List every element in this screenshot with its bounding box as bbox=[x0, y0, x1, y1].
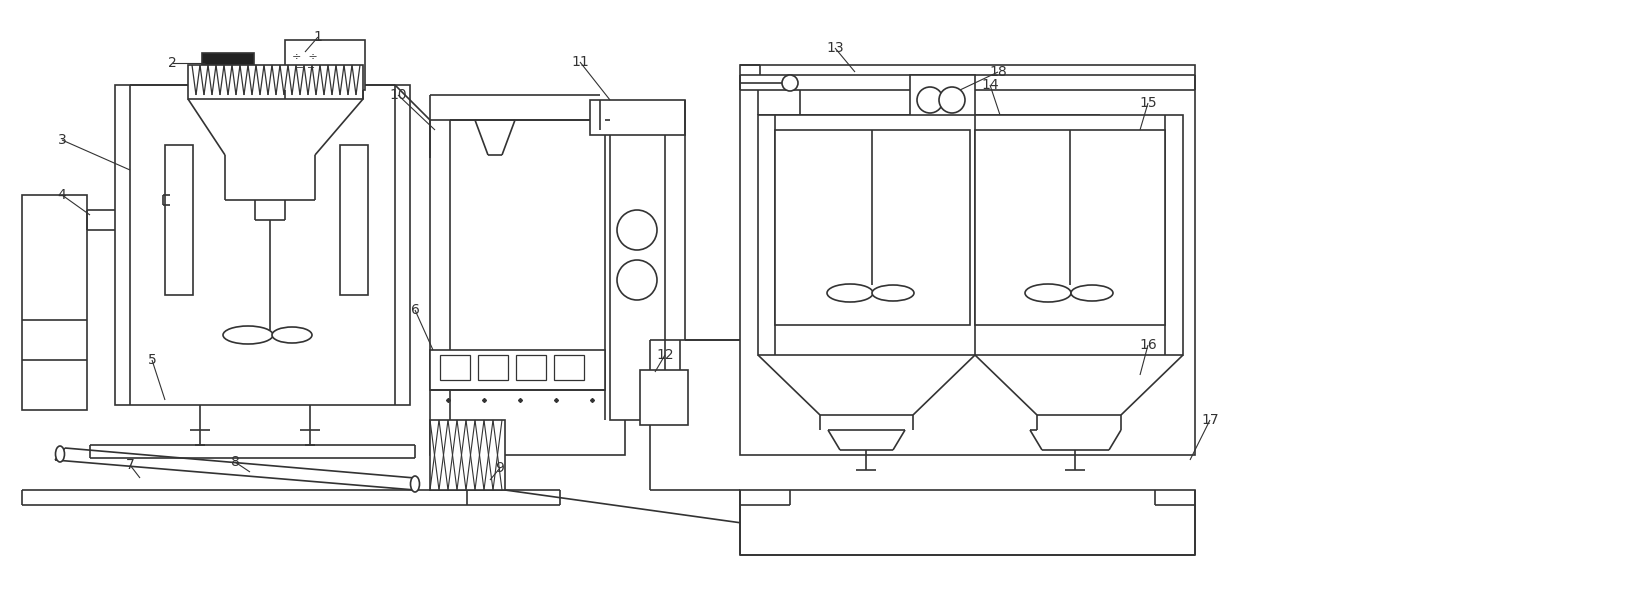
Bar bbox=[430, 120, 625, 455]
Bar bbox=[975, 130, 1165, 325]
Bar bbox=[478, 355, 509, 380]
Bar bbox=[591, 100, 684, 135]
Bar bbox=[775, 130, 970, 325]
Ellipse shape bbox=[1026, 284, 1072, 302]
Text: 15: 15 bbox=[1139, 96, 1157, 110]
Bar bbox=[430, 350, 606, 390]
Text: 2: 2 bbox=[167, 56, 176, 70]
Ellipse shape bbox=[827, 284, 873, 302]
Ellipse shape bbox=[871, 285, 914, 301]
Bar bbox=[515, 355, 546, 380]
Ellipse shape bbox=[223, 326, 272, 344]
Circle shape bbox=[783, 75, 798, 91]
Circle shape bbox=[917, 87, 944, 113]
Bar bbox=[202, 53, 254, 65]
Text: 8: 8 bbox=[231, 455, 240, 469]
Text: 14: 14 bbox=[981, 78, 999, 92]
Bar bbox=[610, 130, 665, 420]
Text: 11: 11 bbox=[571, 55, 589, 69]
Text: 4: 4 bbox=[57, 188, 66, 202]
Text: 9: 9 bbox=[496, 461, 504, 475]
Text: 5: 5 bbox=[148, 353, 156, 367]
Ellipse shape bbox=[272, 327, 312, 343]
Bar bbox=[340, 145, 368, 295]
Circle shape bbox=[617, 210, 656, 250]
Circle shape bbox=[617, 260, 656, 300]
Ellipse shape bbox=[56, 446, 64, 462]
Text: ─  ─: ─ ─ bbox=[295, 63, 313, 73]
Ellipse shape bbox=[410, 476, 420, 492]
Bar bbox=[286, 40, 364, 90]
Text: 18: 18 bbox=[990, 65, 1008, 79]
Bar bbox=[189, 65, 363, 99]
Bar bbox=[115, 85, 410, 405]
Bar bbox=[740, 65, 1195, 455]
Text: 7: 7 bbox=[126, 458, 135, 472]
Text: ÷  ÷: ÷ ÷ bbox=[292, 52, 318, 62]
Bar bbox=[740, 490, 1195, 555]
Bar bbox=[758, 115, 1183, 355]
Text: 16: 16 bbox=[1139, 338, 1157, 352]
Bar bbox=[440, 355, 469, 380]
Text: 3: 3 bbox=[57, 133, 66, 147]
Bar bbox=[430, 420, 505, 490]
Circle shape bbox=[939, 87, 965, 113]
Text: 13: 13 bbox=[825, 41, 843, 55]
Bar bbox=[166, 145, 194, 295]
Bar bbox=[555, 355, 584, 380]
Bar bbox=[21, 195, 87, 410]
Bar bbox=[911, 75, 975, 123]
Text: 6: 6 bbox=[410, 303, 420, 317]
Bar bbox=[640, 370, 688, 425]
Ellipse shape bbox=[1072, 285, 1113, 301]
Text: 17: 17 bbox=[1201, 413, 1219, 427]
Text: 10: 10 bbox=[389, 88, 407, 102]
Text: 1: 1 bbox=[313, 30, 322, 44]
Text: 12: 12 bbox=[656, 348, 674, 362]
